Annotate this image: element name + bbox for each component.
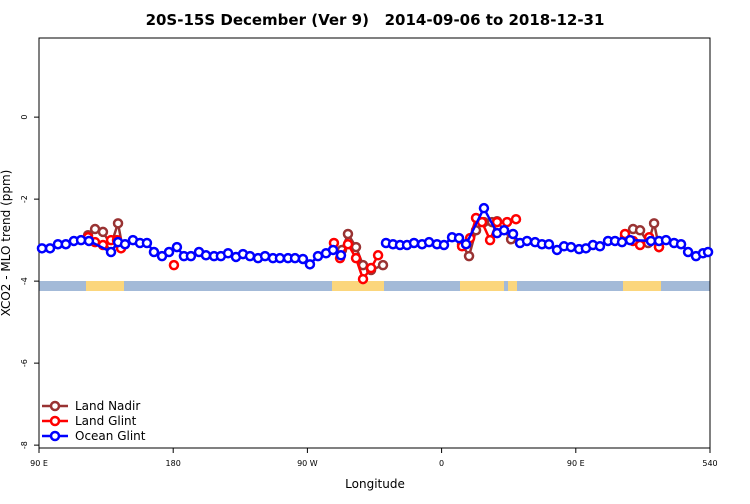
data-point [357, 273, 369, 285]
data-point [702, 246, 714, 258]
data-point [507, 228, 519, 240]
data-point [148, 246, 160, 258]
land-patch [623, 281, 661, 291]
y-tick-label: -4 [20, 277, 29, 285]
x-tick-label: 90 W [297, 459, 318, 468]
data-point [634, 225, 646, 236]
data-point [460, 238, 472, 250]
data-point [36, 243, 48, 254]
data-point [185, 250, 197, 262]
data-point [624, 234, 636, 246]
data-point [501, 216, 513, 228]
data-point [342, 228, 354, 240]
data-point [594, 241, 606, 252]
data-point [297, 253, 309, 265]
y-tick-label: 0 [20, 115, 29, 120]
data-point [543, 238, 555, 250]
data-point [350, 252, 362, 264]
series [36, 202, 714, 270]
data-point [498, 225, 510, 236]
data-point [312, 250, 324, 262]
data-point [682, 246, 694, 258]
data-point [141, 237, 153, 249]
land-patch [332, 281, 384, 291]
data-point [304, 259, 316, 270]
data-point [565, 241, 577, 253]
data-point [168, 259, 180, 271]
data-point [634, 239, 646, 251]
data-point [478, 202, 490, 214]
land-patch [460, 281, 504, 291]
data-point [44, 243, 56, 254]
data-point [244, 250, 256, 262]
y-tick-label: -2 [20, 195, 29, 203]
data-point [453, 232, 465, 244]
data-point [675, 238, 687, 250]
legend-swatch-marker [49, 415, 61, 427]
land-patch [86, 281, 124, 291]
data-point [408, 237, 420, 249]
data-point [438, 239, 450, 251]
x-tick-label: 90 E [30, 459, 48, 468]
land-patch [508, 281, 517, 291]
x-tick-label: 540 [702, 459, 717, 468]
data-point [97, 226, 109, 238]
legend-label: Land Glint [75, 414, 137, 428]
legend-label: Land Nadir [75, 399, 140, 413]
data-point [616, 236, 628, 248]
data-point [510, 213, 522, 225]
data-point [521, 235, 533, 247]
data-point [660, 234, 672, 246]
y-axis-label: XCO2 - MLO trend (ppm) [0, 170, 13, 317]
chart-title: 20S-15S December (Ver 9) 2014-09-06 to 2… [146, 11, 605, 29]
data-point [372, 250, 384, 261]
data-point [171, 241, 183, 253]
data-point [648, 218, 660, 229]
data-point [222, 248, 234, 259]
data-point [327, 244, 339, 256]
data-point [60, 238, 72, 250]
data-point [491, 216, 503, 228]
data-point [83, 235, 95, 247]
legend-label: Ocean Glint [75, 429, 146, 443]
y-tick-label: -8 [20, 441, 29, 449]
data-point [335, 250, 347, 261]
x-tick-label: 0 [439, 459, 444, 468]
data-point [350, 241, 362, 253]
plot-frame [38, 37, 711, 449]
legend-swatch-marker [49, 430, 61, 442]
data-point [484, 234, 496, 246]
y-tick-label: -6 [20, 359, 29, 367]
x-tick-label: 90 E [567, 459, 585, 468]
data-point [645, 235, 657, 247]
x-axis-label: Longitude [345, 477, 405, 491]
data-point [463, 250, 475, 262]
x-tick-label: 180 [166, 459, 181, 468]
data-point [200, 250, 212, 261]
land-mask-strip [39, 281, 710, 291]
data-point [342, 238, 354, 250]
data-point [377, 259, 389, 271]
data-point [365, 262, 377, 274]
data-point [112, 218, 124, 229]
data-point [274, 252, 286, 264]
data-point [163, 246, 175, 258]
data-point [105, 246, 117, 258]
legend-swatch-marker [49, 400, 61, 412]
data-point [119, 238, 131, 250]
